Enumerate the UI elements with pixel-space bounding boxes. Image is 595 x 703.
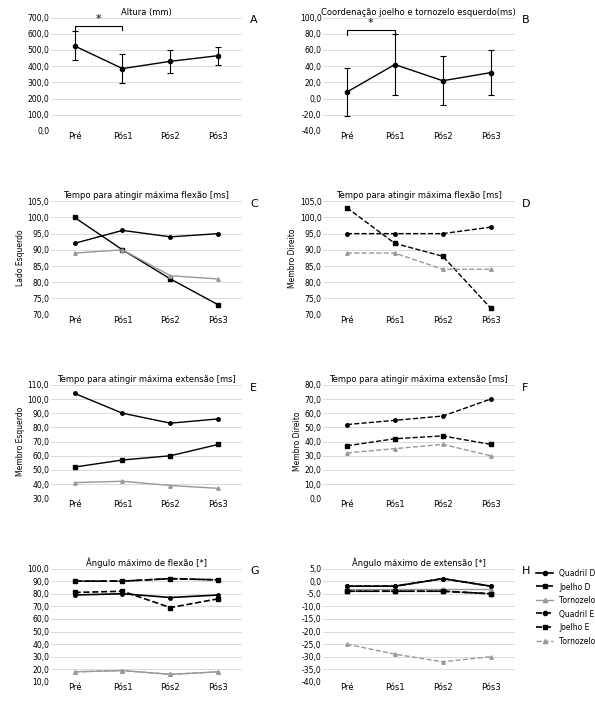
Title: Tempo para atingir máxima flexão [ms]: Tempo para atingir máxima flexão [ms] <box>336 191 502 200</box>
Y-axis label: Lado Esquerdo: Lado Esquerdo <box>15 230 24 286</box>
Text: H: H <box>522 567 531 576</box>
Title: Altura (mm): Altura (mm) <box>121 8 172 17</box>
Text: F: F <box>522 382 529 392</box>
Text: A: A <box>250 15 258 25</box>
Text: *: * <box>96 14 101 25</box>
Title: Tempo para atingir máxima extensão [ms]: Tempo para atingir máxima extensão [ms] <box>330 375 508 384</box>
Text: D: D <box>522 199 531 209</box>
Text: B: B <box>522 15 530 25</box>
Text: G: G <box>250 567 259 576</box>
Y-axis label: Membro Direito: Membro Direito <box>293 412 302 471</box>
Title: Coordenação joelho e tornozelo esquerdo(ms): Coordenação joelho e tornozelo esquerdo(… <box>321 8 516 17</box>
Title: Ângulo máximo de extensão [*]: Ângulo máximo de extensão [*] <box>352 557 486 568</box>
Text: E: E <box>250 382 257 392</box>
Title: Tempo para atingir máxima flexão [ms]: Tempo para atingir máxima flexão [ms] <box>64 191 230 200</box>
Y-axis label: Membro Esquerdo: Membro Esquerdo <box>15 407 24 476</box>
Text: C: C <box>250 199 258 209</box>
Title: Tempo para atingir máxima extensão [ms]: Tempo para atingir máxima extensão [ms] <box>57 375 236 384</box>
Title: Ângulo máximo de flexão [*]: Ângulo máximo de flexão [*] <box>86 557 207 568</box>
Text: *: * <box>368 18 374 28</box>
Y-axis label: Membro Direito: Membro Direito <box>288 228 297 288</box>
Legend: Quadril D, Joelho D, Tornozelo D, Quadril E, Joelho E, Tornozelo E: Quadril D, Joelho D, Tornozelo D, Quadri… <box>534 567 595 648</box>
